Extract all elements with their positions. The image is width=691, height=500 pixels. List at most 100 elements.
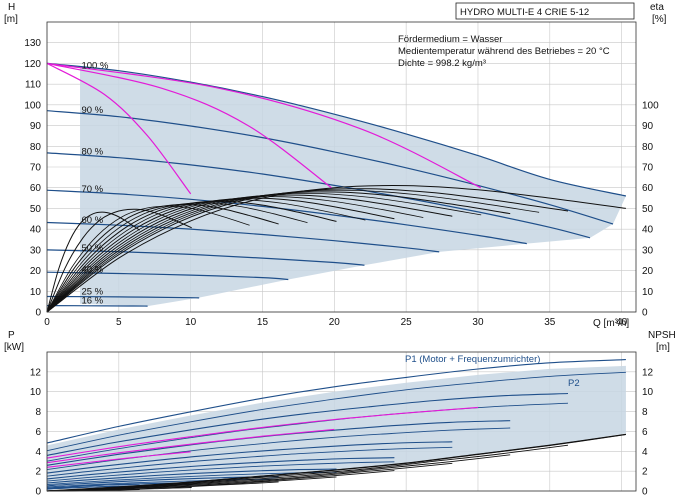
head-x-tick-label: 5 xyxy=(116,317,122,328)
head-x-tick-label: 15 xyxy=(257,317,269,328)
p1-curve-16 xyxy=(46,483,140,490)
efficiency-curve-25 xyxy=(46,208,192,313)
head-y-tick-label: 50 xyxy=(30,204,42,215)
speed-label: 40 % xyxy=(81,265,103,276)
head-y-tick-label: 110 xyxy=(25,80,41,91)
system-curve xyxy=(46,62,482,189)
head-curve-100 xyxy=(46,62,627,197)
speed-label: 90 % xyxy=(81,105,103,116)
power-y-tick-label: 8 xyxy=(35,407,41,418)
head-x-tick-label: 25 xyxy=(401,317,413,328)
power-y-tick-label: 10 xyxy=(30,387,42,398)
efficiency-curve-90 xyxy=(46,188,569,313)
head-y-tick-label: 70 xyxy=(30,163,42,174)
efficiency-curve-extra xyxy=(46,202,308,313)
head-y-tick-label: 90 xyxy=(30,121,42,132)
annotation-density: Dichte = 998.2 kg/m³ xyxy=(398,58,486,69)
speed-label: 50 % xyxy=(81,243,103,254)
head-y2-tick-label: 90 xyxy=(642,121,654,132)
speed-label: 16 % xyxy=(81,296,103,307)
power-axis-name: P xyxy=(8,330,15,341)
head-y-tick-label: 20 xyxy=(30,266,42,277)
speed-label: 100 % xyxy=(81,61,108,72)
speed-labels: 100 % 90 % 80 % 70 % 60 % 50 % 40 % 25 %16 % xyxy=(81,61,108,307)
flow-axis-label: Q [m³/h] xyxy=(593,318,629,329)
power-y2-tick-label: 10 xyxy=(642,387,654,398)
p2-curve-100 xyxy=(46,371,626,452)
head-curve-80 xyxy=(46,152,591,239)
efficiency-curve-extra xyxy=(46,196,424,313)
system-power-curve xyxy=(46,451,191,468)
speed-label: 25 % xyxy=(81,286,103,297)
head-y2-tick-label: 30 xyxy=(642,245,654,256)
head-curve-25 xyxy=(46,295,200,299)
annotation-medium: Fördermedium = Wasser xyxy=(398,34,502,45)
power-y2-tick-label: 8 xyxy=(642,407,648,418)
power-y2-tick-label: 4 xyxy=(642,447,648,458)
head-y-tick-label: 30 xyxy=(30,245,42,256)
head-chart-curves xyxy=(46,62,627,313)
head-x-tick-label: 10 xyxy=(185,317,197,328)
head-y-tick-label: 100 xyxy=(24,100,41,111)
head-y2-tick-label: 0 xyxy=(642,308,648,319)
head-y-tick-label: 10 xyxy=(30,287,42,298)
p1-curve-40 xyxy=(46,476,279,487)
head-y2-tick-label: 60 xyxy=(642,183,654,194)
power-y2-tick-label: 2 xyxy=(642,467,648,478)
power-y-tick-label: 0 xyxy=(35,487,41,498)
head-curve-60 xyxy=(46,221,440,253)
head-x-tick-label: 35 xyxy=(544,317,556,328)
title-box xyxy=(455,2,635,20)
head-y2-tick-label: 10 xyxy=(642,287,654,298)
power-range-envelope xyxy=(47,365,626,486)
head-y-tick-label: 40 xyxy=(30,225,42,236)
efficiency-curve-extra xyxy=(46,189,540,313)
head-x-tick-label: 20 xyxy=(329,317,341,328)
power-y-tick-label: 12 xyxy=(30,367,42,378)
system-curve xyxy=(46,62,332,189)
chart-title: HYDRO MULTI-E 4 CRIE 5-12 xyxy=(460,7,589,18)
efficiency-curve-extra xyxy=(46,199,366,313)
head-chart-axes: 0 5 10 15 20 25 30 35 40010203040506070809010011… xyxy=(24,21,659,328)
head-curve-90 xyxy=(46,110,614,225)
power-y-tick-label: 2 xyxy=(35,467,41,478)
speed-label: 80 % xyxy=(81,147,103,158)
head-axis-name: H xyxy=(8,2,15,13)
power-chart-curves xyxy=(46,359,626,492)
eta-axis-name: eta xyxy=(650,2,664,13)
p2-curve-70 xyxy=(46,446,453,477)
head-y-tick-label: 80 xyxy=(30,142,42,153)
head-x-tick-label: 30 xyxy=(472,317,484,328)
npsh-axis-name: NPSH xyxy=(648,330,676,341)
head-x-tick-label: 0 xyxy=(44,317,50,328)
efficiency-curve-100 xyxy=(46,185,626,313)
system-power-curve xyxy=(46,406,479,459)
speed-label: 60 % xyxy=(81,215,103,226)
power-y2-tick-label: 6 xyxy=(642,427,648,438)
head-curve-16 xyxy=(46,305,148,307)
head-plot-frame xyxy=(46,21,637,313)
head-y2-tick-label: 50 xyxy=(642,204,654,215)
p2-curve-40 xyxy=(46,478,279,488)
power-y2-tick-label: 12 xyxy=(642,367,654,378)
efficiency-curve-extra xyxy=(46,205,250,313)
p1-series-label: P1 (Motor + Frequenzumrichter) xyxy=(405,354,540,365)
power-y-tick-label: 6 xyxy=(35,427,41,438)
speed-label: 70 % xyxy=(81,184,103,195)
head-y-tick-label: 130 xyxy=(24,38,41,49)
power-axis-unit: [kW] xyxy=(4,342,24,353)
power-chart-axes: 0 2 4 6 8 10 12 0 2 4 6 8 10 12 xyxy=(30,351,654,498)
npsh-curve-full xyxy=(46,433,626,492)
head-axis-unit: [m] xyxy=(4,14,18,25)
system-curve xyxy=(46,62,192,195)
head-x-tick-label: 40 xyxy=(616,317,628,328)
head-y-tick-label: 60 xyxy=(30,183,42,194)
power-y-tick-label: 4 xyxy=(35,447,41,458)
head-y2-tick-label: 70 xyxy=(642,163,654,174)
efficiency-curve-extra xyxy=(46,193,482,313)
p1-curve-100 xyxy=(46,359,626,444)
p1-curve-50 xyxy=(46,468,337,484)
efficiency-curve-16 xyxy=(46,211,140,313)
head-y-tick-label: 0 xyxy=(35,308,41,319)
